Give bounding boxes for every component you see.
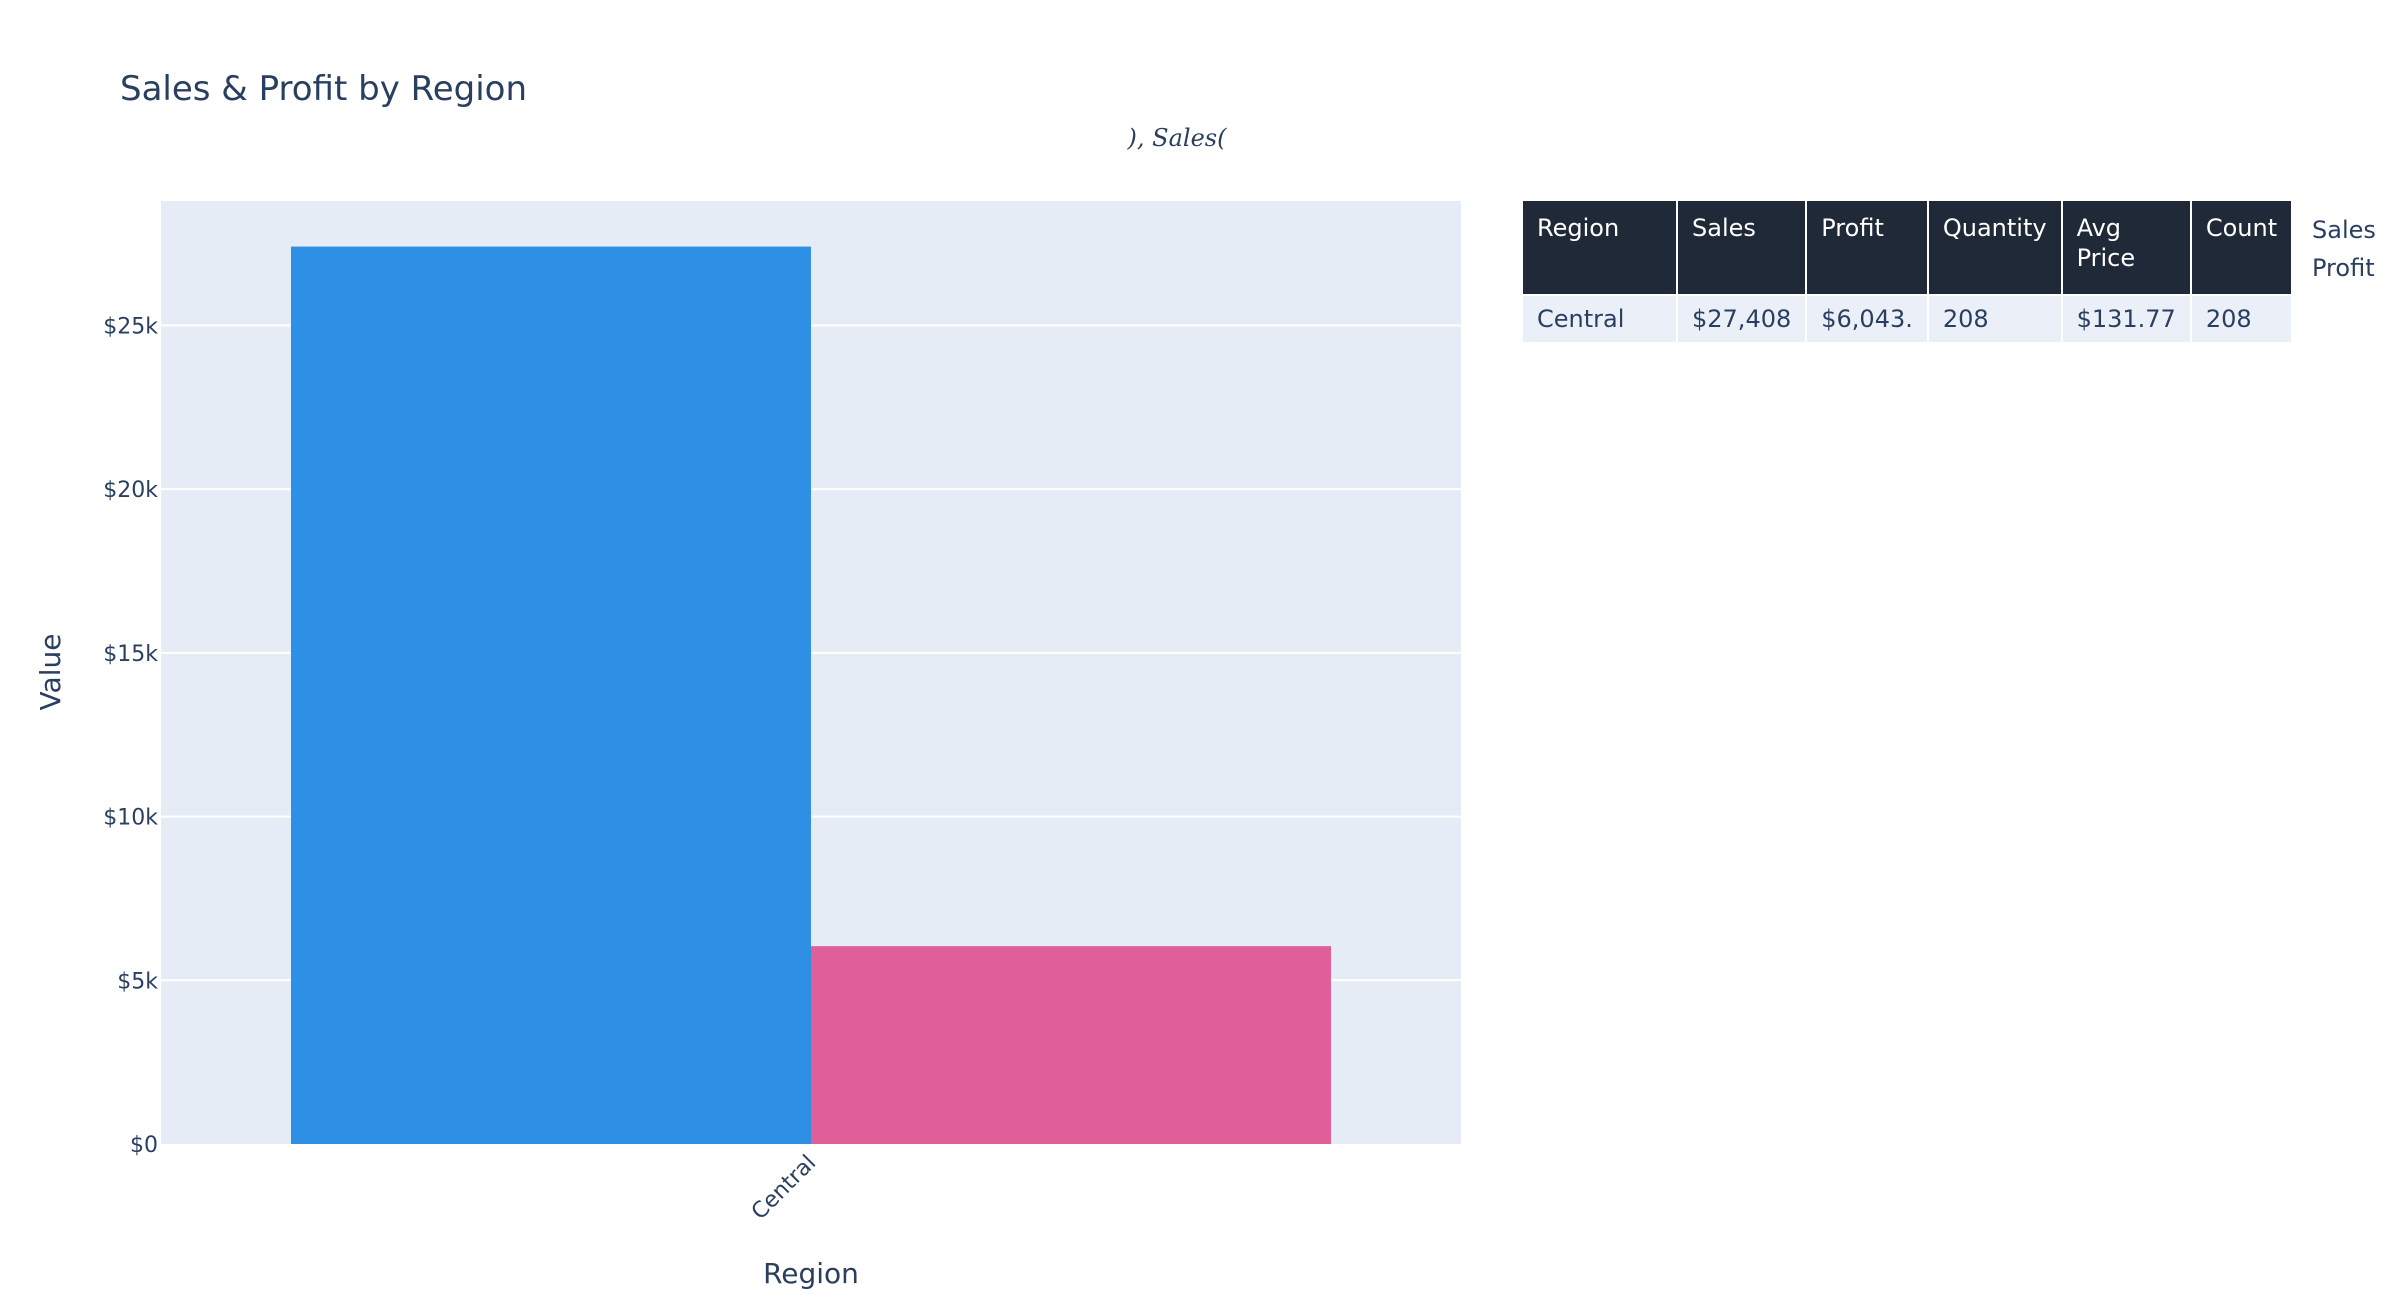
table-header-profit: Profit [1807, 201, 1929, 294]
data-table: Region Sales Profit Quantity Avg Price Count … [1523, 201, 2292, 342]
table-header-avg-price: Avg Price [2062, 201, 2192, 294]
y-tick-label: $15k [103, 642, 158, 667]
bars [291, 246, 1331, 1144]
table-header-quantity: Quantity [1928, 201, 2063, 294]
table-row: Central $27,408 $6,043. 208 $131.77 208 [1523, 294, 2292, 342]
x-axis-title: Region [763, 1257, 859, 1290]
table-header-row: Region Sales Profit Quantity Avg Price Count [1523, 201, 2292, 294]
table-cell: $131.77 [2062, 294, 2192, 342]
y-tick-label: $5k [117, 969, 158, 994]
x-tick-label: Central [747, 1151, 821, 1225]
table-body: Central $27,408 $6,043. 208 $131.77 208 [1523, 294, 2292, 342]
bar-sales-central[interactable] [291, 246, 811, 1144]
x-axis-ticks: Central [747, 1151, 821, 1225]
y-tick-label: $10k [103, 806, 158, 831]
y-axis-ticks: $0 $5k $10k $15k $20k $25k [103, 314, 158, 1158]
table-cell: Central [1523, 294, 1678, 342]
chart-subtitle: ), Sales( [1127, 124, 1228, 152]
bar-profit-central[interactable] [811, 946, 1331, 1144]
y-tick-label: $25k [103, 314, 158, 339]
table-cell: 208 [2191, 294, 2292, 342]
table-cell: 208 [1928, 294, 2063, 342]
chart-title: Sales & Profit by Region [120, 69, 527, 109]
table-header-sales: Sales [1678, 201, 1808, 294]
table-cell: $6,043. [1807, 294, 1929, 342]
y-axis-title: Value [34, 634, 67, 711]
y-tick-label: $0 [130, 1133, 158, 1158]
y-tick-label: $20k [103, 478, 158, 503]
legend-label-profit[interactable]: Profit [2312, 254, 2375, 282]
table-cell: $27,408 [1678, 294, 1808, 342]
legend-label-sales[interactable]: Sales [2312, 216, 2376, 244]
table-header-region: Region [1523, 201, 1678, 294]
table-header-count: Count [2191, 201, 2292, 294]
